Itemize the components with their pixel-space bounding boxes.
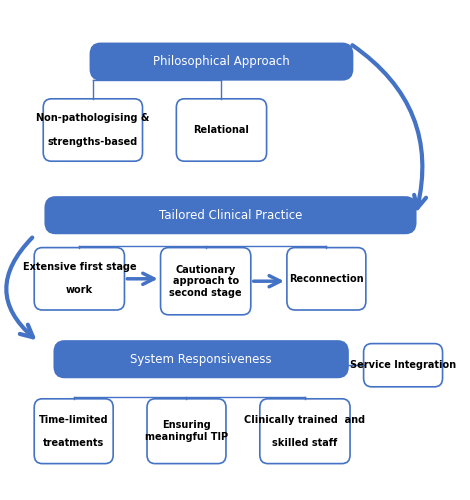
FancyBboxPatch shape — [34, 248, 125, 310]
FancyBboxPatch shape — [43, 99, 142, 161]
FancyBboxPatch shape — [161, 248, 251, 315]
FancyBboxPatch shape — [260, 399, 350, 464]
FancyBboxPatch shape — [364, 344, 443, 387]
Text: Clinically trained  and

skilled staff: Clinically trained and skilled staff — [244, 414, 366, 448]
Text: Tailored Clinical Practice: Tailored Clinical Practice — [159, 208, 302, 222]
FancyBboxPatch shape — [55, 341, 348, 377]
Text: Philosophical Approach: Philosophical Approach — [153, 55, 290, 68]
Text: Service Integration: Service Integration — [350, 360, 456, 370]
Text: Time-limited

treatments: Time-limited treatments — [39, 414, 109, 448]
FancyBboxPatch shape — [91, 44, 352, 80]
FancyBboxPatch shape — [176, 99, 266, 161]
Text: Reconnection: Reconnection — [289, 274, 364, 284]
Text: Non-pathologising &

strengths-based: Non-pathologising & strengths-based — [36, 114, 149, 146]
FancyBboxPatch shape — [34, 399, 113, 464]
Text: Ensuring
meaningful TIP: Ensuring meaningful TIP — [145, 420, 228, 442]
Text: Extensive first stage

work: Extensive first stage work — [23, 262, 136, 296]
Text: Cautionary
approach to
second stage: Cautionary approach to second stage — [169, 264, 242, 298]
FancyBboxPatch shape — [46, 197, 415, 233]
Text: System Responsiveness: System Responsiveness — [130, 352, 272, 366]
FancyBboxPatch shape — [287, 248, 366, 310]
FancyBboxPatch shape — [147, 399, 226, 464]
Text: Relational: Relational — [194, 125, 250, 135]
